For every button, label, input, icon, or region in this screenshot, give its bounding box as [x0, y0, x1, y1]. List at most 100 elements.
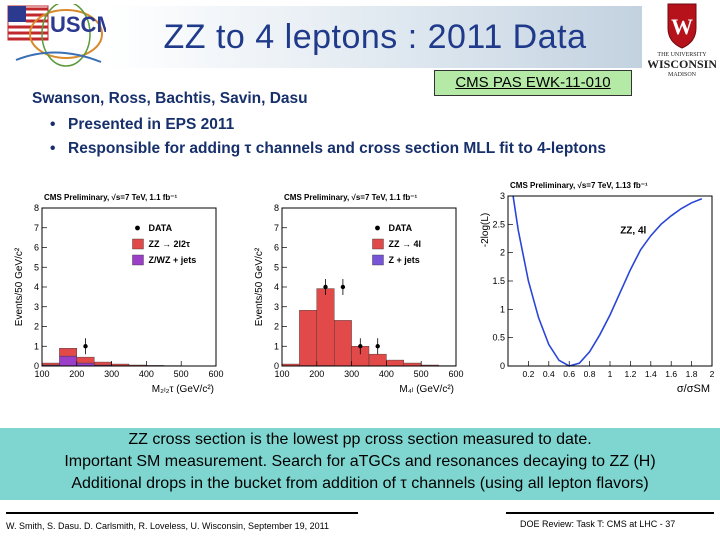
y-tick-label: 2	[500, 248, 505, 258]
data-point	[340, 284, 346, 290]
chart-title: CMS Preliminary, √s=7 TeV, 1.1 fb⁻¹	[284, 193, 418, 202]
y-tick-label: 8	[34, 203, 39, 213]
histogram-bar	[334, 320, 352, 367]
bullet-item: • Responsible for adding τ channels and c…	[50, 140, 607, 157]
x-tick-label: 2	[710, 369, 715, 379]
y-tick-label: 1.5	[492, 276, 505, 286]
y-tick-label: 2	[34, 322, 39, 332]
x-tick-label: 0.4	[543, 369, 555, 379]
summary-line: ZZ cross section is the lowest pp cross …	[128, 431, 592, 448]
bullet-item: • Presented in EPS 2011	[50, 116, 235, 133]
y-tick-label: 0	[34, 361, 39, 371]
histogram-bar	[59, 348, 78, 357]
chart-background	[14, 186, 222, 396]
histogram-bar	[41, 362, 60, 366]
wisconsin-logo-icon: W THE UNIVERSITY WISCONSIN MADISON	[648, 3, 716, 78]
histogram-bar	[93, 361, 112, 366]
x-tick-label: 200	[309, 369, 324, 379]
y-tick-label: 5	[274, 262, 279, 272]
y-tick-label: 2	[274, 322, 279, 332]
y-axis-label: -2log(L)	[480, 213, 491, 247]
x-tick-label: 400	[379, 369, 394, 379]
x-tick-label: 0.2	[522, 369, 534, 379]
legend-label: Z + jets	[388, 255, 419, 265]
legend-swatch	[132, 238, 144, 250]
footer-page-ref: DOE Review: Task T: CMS at LHC - 37	[520, 519, 676, 529]
x-tick-label: 500	[414, 369, 429, 379]
data-point	[83, 344, 88, 349]
legend-label: ZZ → 4l	[388, 239, 421, 249]
summary-line: Important SM measurement. Search for aTG…	[64, 453, 656, 470]
mass-2l2tau-histogram: CMS Preliminary, √s=7 TeV, 1.1 fb⁻¹ 0 1 2 3 4…	[14, 186, 224, 396]
y-tick-label: 4	[274, 282, 279, 292]
y-tick-label: 1	[274, 341, 279, 351]
x-tick-label: 0.8	[584, 369, 596, 379]
y-tick-label: 3	[500, 191, 505, 201]
authors-line: Swanson, Ross, Bachtis, Savin, Dasu	[32, 90, 308, 107]
x-tick-label: 400	[139, 369, 154, 379]
data-point	[375, 344, 380, 349]
histogram-bar	[299, 310, 317, 366]
plots-panel: CMS Preliminary, √s=7 TeV, 1.1 fb⁻¹ 0 1 2 3 4…	[14, 174, 718, 396]
y-tick-label: 7	[34, 223, 39, 233]
x-tick-label: 600	[448, 369, 463, 379]
svg-text:MADISON: MADISON	[668, 72, 697, 78]
x-tick-label: 1.8	[686, 369, 698, 379]
x-axis-label: M₂ₗ₂τ (GeV/c²)	[152, 384, 214, 395]
footer-rule-right	[506, 512, 714, 514]
legend-swatch	[372, 238, 384, 250]
y-tick-label: 3	[34, 302, 39, 312]
y-tick-label: 0.5	[492, 333, 505, 343]
svg-text:THE UNIVERSITY: THE UNIVERSITY	[657, 52, 707, 58]
y-tick-label: 6	[274, 243, 279, 253]
data-point	[358, 344, 363, 349]
uscms-logo-icon: USCMS	[6, 4, 106, 68]
y-tick-label: 5	[34, 262, 39, 272]
y-axis-label: Events/50 GeV/c²	[254, 247, 265, 326]
y-tick-label: 2.5	[492, 219, 505, 229]
legend-swatch	[132, 254, 144, 266]
legend-label: Z/WZ + jets	[148, 255, 196, 265]
x-tick-label: 100	[34, 369, 49, 379]
histogram-bar	[316, 288, 335, 366]
title-band	[108, 6, 642, 68]
histogram-bar	[386, 359, 404, 367]
x-tick-label: 1.2	[624, 369, 636, 379]
data-point	[323, 284, 328, 290]
slide-title: ZZ to 4 leptons : 2011 Data	[163, 18, 587, 56]
histogram-bar	[368, 353, 387, 367]
x-tick-label: 0.6	[563, 369, 575, 379]
chart-title: CMS Preliminary, √s=7 TeV, 1.13 fb⁻¹	[510, 181, 648, 190]
y-tick-label: 1	[34, 341, 39, 351]
x-tick-label: 500	[174, 369, 189, 379]
y-tick-label: 0	[274, 361, 279, 371]
svg-text:USCMS: USCMS	[50, 12, 106, 37]
legend-label: DATA	[148, 223, 172, 233]
legend-marker	[135, 225, 140, 231]
x-axis-label: σ/σSM	[677, 383, 710, 395]
summary-band	[0, 428, 720, 500]
x-tick-label: 600	[208, 369, 223, 379]
chart-title: CMS Preliminary, √s=7 TeV, 1.1 fb⁻¹	[44, 193, 178, 202]
legend-label: DATA	[388, 223, 412, 233]
x-tick-label: 100	[274, 369, 289, 379]
legend-swatch	[372, 254, 384, 266]
svg-text:WISCONSIN: WISCONSIN	[648, 57, 716, 71]
chart-annotation: ZZ, 4l	[620, 225, 646, 236]
likelihood-curve	[512, 195, 703, 367]
mass-4l-histogram: CMS Preliminary, √s=7 TeV, 1.1 fb⁻¹ 0 1 2 3 4…	[254, 186, 464, 396]
x-tick-label: 1	[608, 369, 613, 379]
y-axis-label: Events/50 GeV/c²	[14, 247, 25, 326]
x-tick-label: 1.4	[645, 369, 657, 379]
pas-reference-badge: CMS PAS EWK-11-010	[434, 70, 632, 96]
x-tick-label: 200	[69, 369, 84, 379]
x-tick-label: 300	[344, 369, 359, 379]
histogram-bar	[111, 363, 130, 366]
y-tick-label: 1	[500, 304, 505, 314]
likelihood-scan-plot: CMS Preliminary, √s=7 TeV, 1.13 fb⁻¹ 0 0.5…	[480, 174, 718, 396]
y-tick-label: 4	[34, 282, 39, 292]
summary-line: Additional drops in the bucket from addi…	[71, 475, 649, 492]
x-tick-label: 300	[104, 369, 119, 379]
footer-credits: W. Smith, S. Dasu. D. Carlsmith, R. Love…	[6, 521, 329, 531]
y-tick-label: 6	[34, 243, 39, 253]
